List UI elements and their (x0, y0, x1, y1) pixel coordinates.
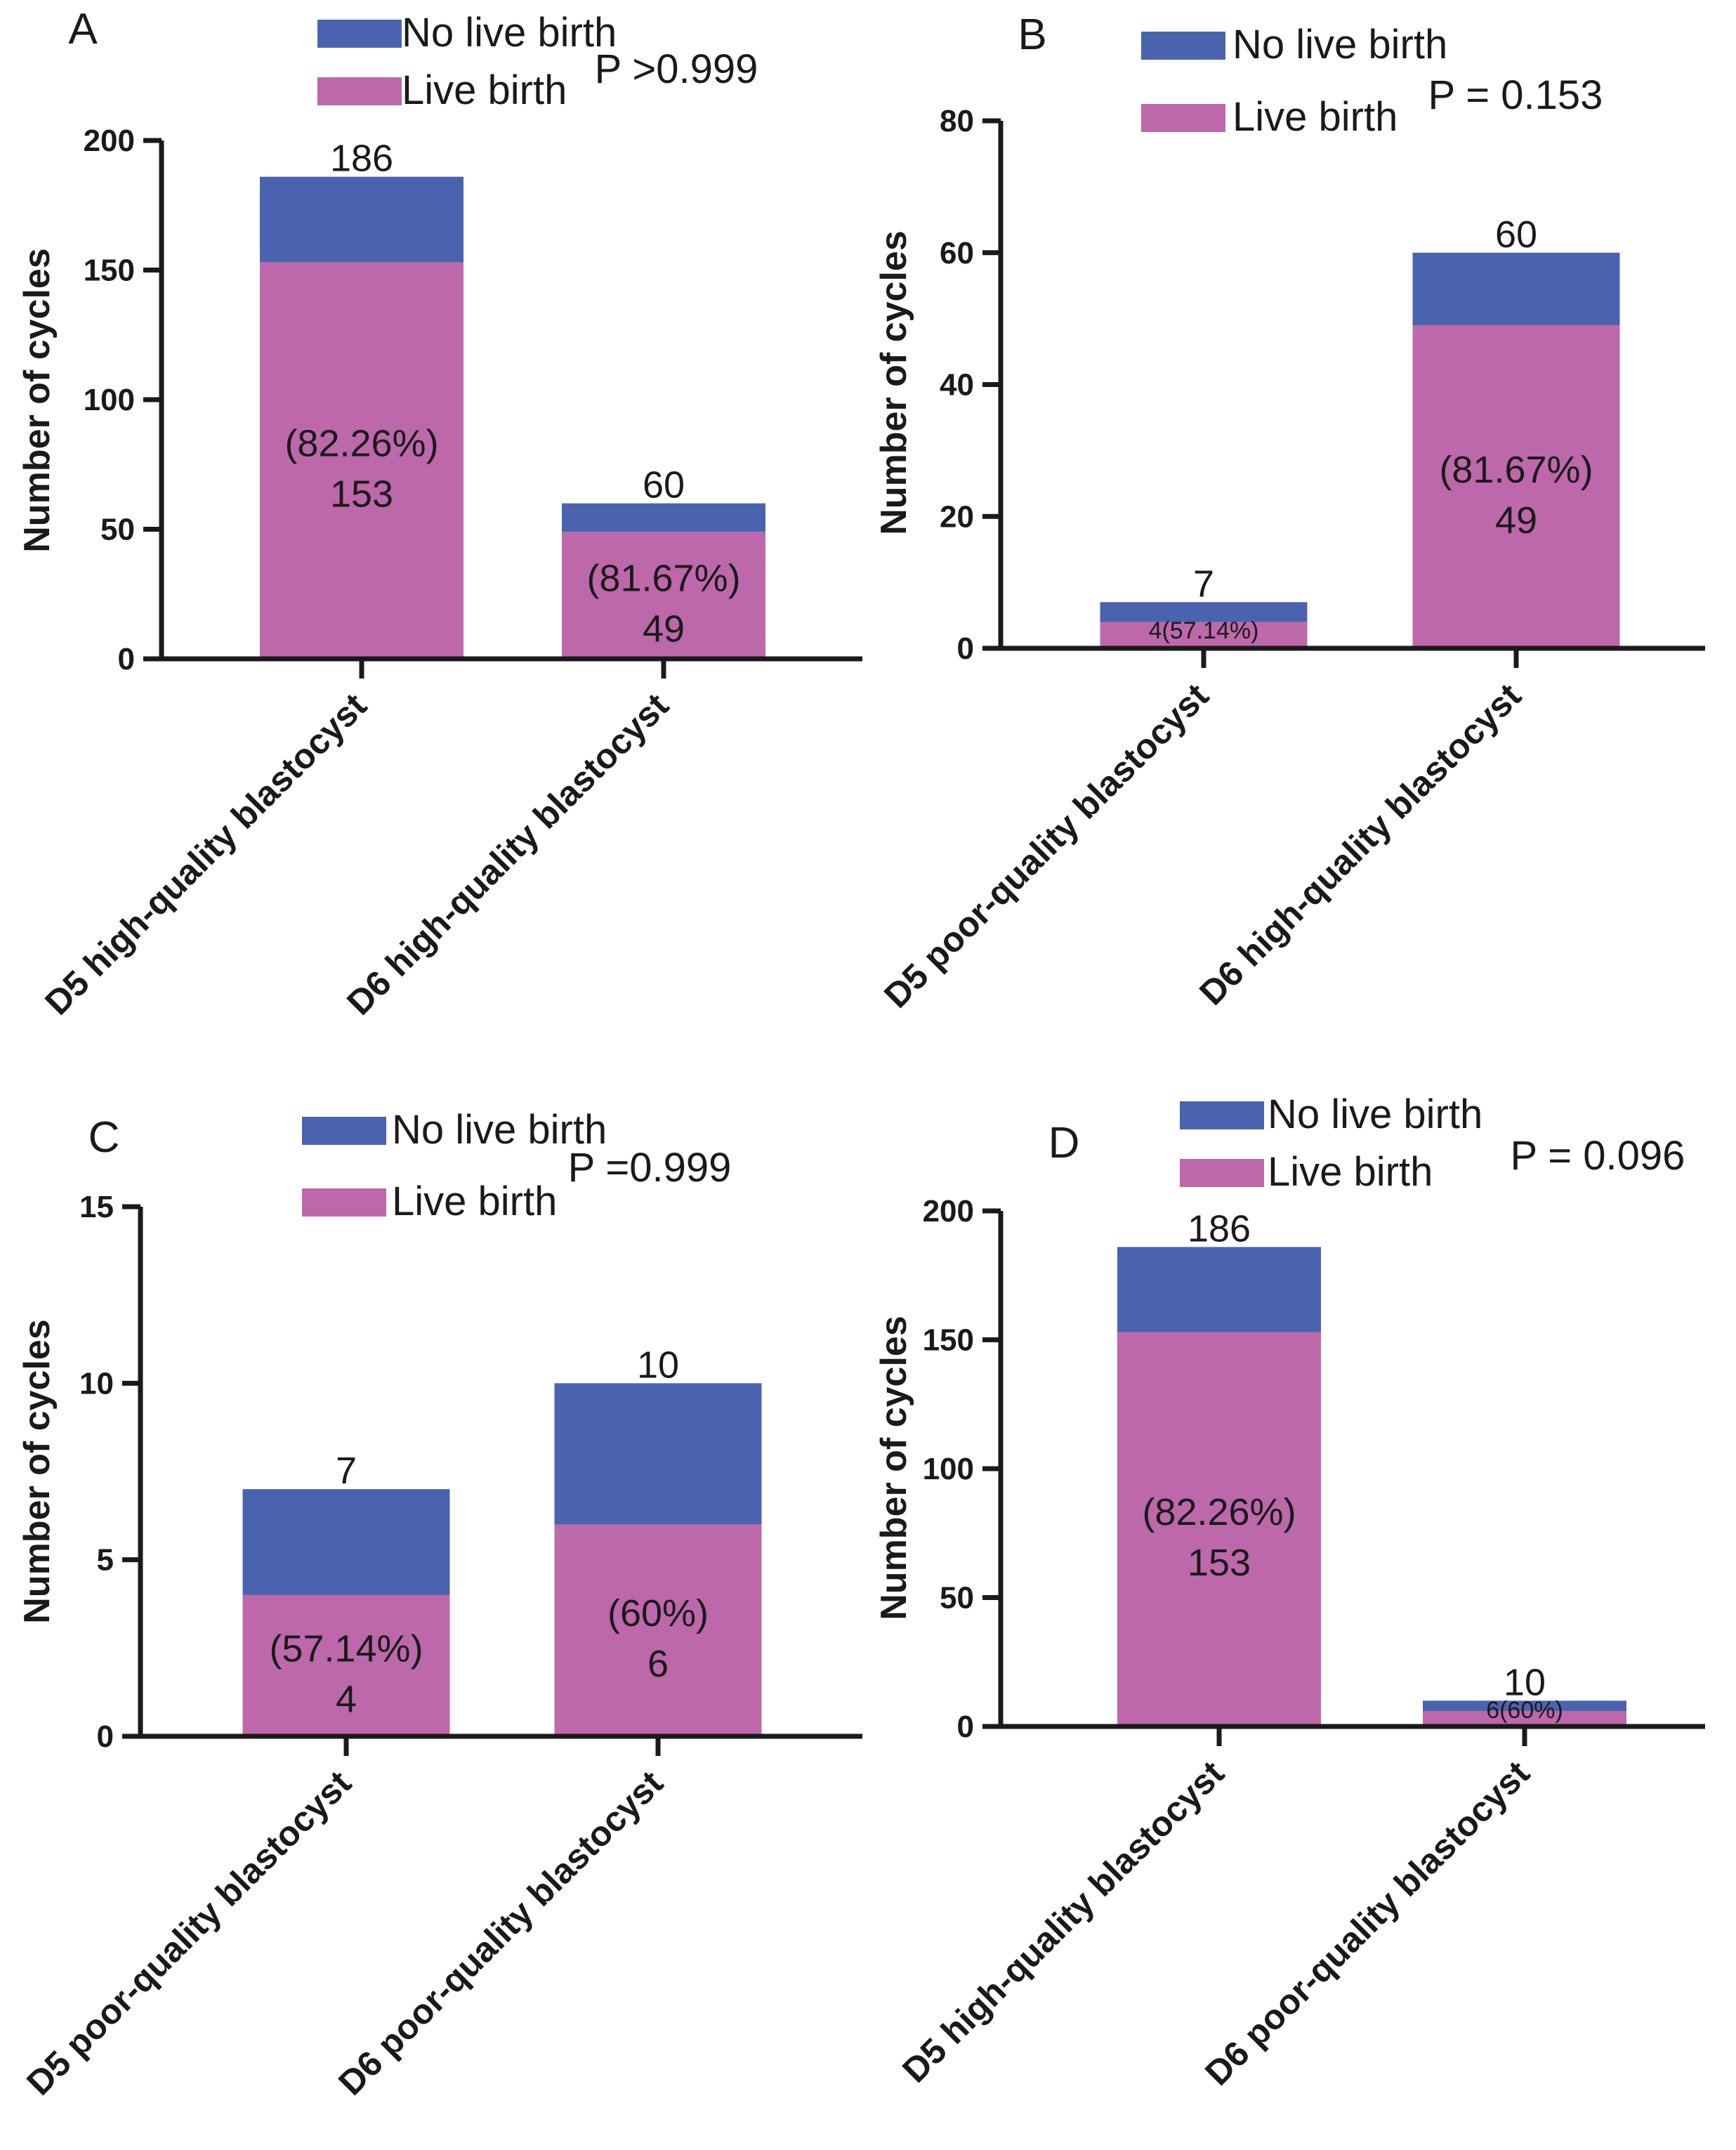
y-tick-label: 40 (940, 368, 974, 402)
panel-a: A No live birth Live birth P >0.999 Number o… (17, 5, 862, 1023)
bar-no-live-birth (1117, 1247, 1321, 1332)
x-tick-label: D5 high-quality blastocyst (895, 1753, 1232, 2090)
y-tick-label: 100 (84, 383, 135, 417)
y-axis-label: Number of cycles (17, 248, 58, 553)
bar-total-label: 186 (1188, 1207, 1251, 1250)
y-tick-label: 50 (100, 513, 135, 547)
x-tick-label: D5 high-quality blastocyst (37, 686, 374, 1023)
bar-percent-label: (82.26%) (1142, 1491, 1296, 1533)
legend-swatch-live-birth (302, 1188, 386, 1217)
y-tick-label: 80 (940, 104, 974, 138)
bar-no-live-birth (1100, 602, 1308, 622)
legend-label-no-live-birth: No live birth (1232, 22, 1447, 67)
legend-label-no-live-birth: No live birth (402, 10, 617, 55)
bar-no-live-birth (260, 176, 463, 263)
y-tick-label: 10 (79, 1366, 114, 1401)
bar-no-live-birth (242, 1489, 450, 1595)
bar-live-birth (1100, 622, 1308, 648)
legend-label-live-birth: Live birth (392, 1179, 557, 1224)
bar-no-live-birth (554, 1383, 762, 1525)
panel-b: B No live birth Live birth P = 0.153 Number … (874, 11, 1705, 1016)
bar-count-label: 49 (1495, 499, 1537, 542)
y-axis-label: Number of cycles (874, 1316, 914, 1620)
bar-total-label: 7 (336, 1450, 357, 1492)
panel-letter: C (88, 1113, 120, 1162)
y-tick-label: 200 (923, 1194, 974, 1228)
bar-total-label: 60 (1495, 214, 1537, 256)
x-tick-label: D5 poor-quality blastocyst (19, 1763, 359, 2103)
panel-d: D No live birth Live birth P = 0.096 Number … (874, 1092, 1705, 2093)
y-tick-label: 60 (940, 236, 974, 270)
legend-swatch-no-live-birth (1141, 32, 1225, 60)
legend-swatch-live-birth (317, 77, 402, 105)
y-tick-label: 150 (923, 1323, 974, 1358)
bar-live-birth (242, 1594, 450, 1736)
x-tick-label: D6 high-quality blastocyst (1192, 676, 1529, 1013)
y-tick-label: 0 (97, 1719, 114, 1754)
bar-no-live-birth (1412, 252, 1620, 326)
bar-segment-label: 6(60%) (1486, 1697, 1563, 1724)
panel-letter: A (68, 5, 98, 53)
legend-label-live-birth: Live birth (1268, 1149, 1433, 1195)
legend-label-no-live-birth: No live birth (392, 1107, 607, 1153)
y-tick-label: 5 (97, 1543, 114, 1578)
x-tick-label: D5 poor-quality blastocyst (876, 676, 1216, 1016)
y-tick-label: 0 (118, 642, 135, 676)
bar-count-label: 153 (1188, 1542, 1251, 1584)
panel-letter: B (1018, 11, 1046, 59)
bar-percent-label: (60%) (607, 1592, 709, 1634)
legend-swatch-no-live-birth (1180, 1101, 1264, 1129)
bar-live-birth (554, 1524, 762, 1736)
y-tick-label: 20 (940, 499, 974, 534)
bar-segment-label: 4(57.14%) (1149, 617, 1259, 644)
legend-swatch-no-live-birth (317, 20, 402, 48)
y-tick-label: 0 (957, 631, 974, 666)
bar-total-label: 10 (637, 1344, 679, 1386)
bar-count-label: 6 (647, 1643, 669, 1685)
bar-count-label: 153 (330, 473, 393, 516)
y-tick-label: 15 (79, 1190, 114, 1224)
x-tick-label: D6 high-quality blastocyst (339, 686, 676, 1023)
y-tick-label: 200 (84, 124, 135, 158)
p-value: P = 0.153 (1428, 72, 1603, 118)
x-tick-label: D6 poor-quality blastocyst (1197, 1753, 1537, 2093)
legend-label-live-birth: Live birth (1232, 94, 1398, 140)
legend-swatch-live-birth (1141, 104, 1225, 132)
bar-count-label: 4 (336, 1678, 357, 1720)
legend-label-live-birth: Live birth (402, 67, 567, 113)
bar-total-label: 186 (330, 138, 393, 180)
p-value: P =0.999 (568, 1145, 732, 1191)
bar-percent-label: (81.67%) (586, 558, 740, 600)
legend-swatch-live-birth (1180, 1159, 1264, 1187)
y-tick-label: 0 (957, 1710, 974, 1744)
bar-percent-label: (82.26%) (284, 423, 438, 465)
bar-count-label: 49 (643, 608, 685, 650)
bar-no-live-birth (562, 503, 765, 532)
y-tick-label: 150 (84, 254, 135, 288)
legend-swatch-no-live-birth (302, 1117, 386, 1145)
y-tick-label: 100 (923, 1452, 974, 1486)
bar-live-birth (260, 262, 463, 659)
panel-letter: D (1048, 1119, 1080, 1167)
y-axis-label: Number of cycles (874, 230, 914, 535)
bar-total-label: 7 (1193, 563, 1214, 605)
bar-live-birth (1412, 325, 1620, 648)
bar-total-label: 60 (643, 464, 685, 506)
bar-live-birth (1423, 1710, 1626, 1726)
bar-percent-label: (57.14%) (269, 1627, 423, 1670)
x-tick-label: D6 poor-quality blastocyst (331, 1763, 671, 2103)
bar-live-birth (1117, 1332, 1321, 1726)
p-value: P = 0.096 (1511, 1133, 1685, 1179)
bar-live-birth (562, 532, 765, 659)
legend-label-no-live-birth: No live birth (1268, 1092, 1482, 1137)
bar-percent-label: (81.67%) (1439, 449, 1593, 491)
y-axis-label: Number of cycles (17, 1319, 58, 1624)
bar-no-live-birth (1423, 1700, 1626, 1711)
y-tick-label: 50 (940, 1581, 974, 1615)
p-value: P >0.999 (595, 46, 758, 92)
bar-total-label: 10 (1504, 1661, 1546, 1703)
